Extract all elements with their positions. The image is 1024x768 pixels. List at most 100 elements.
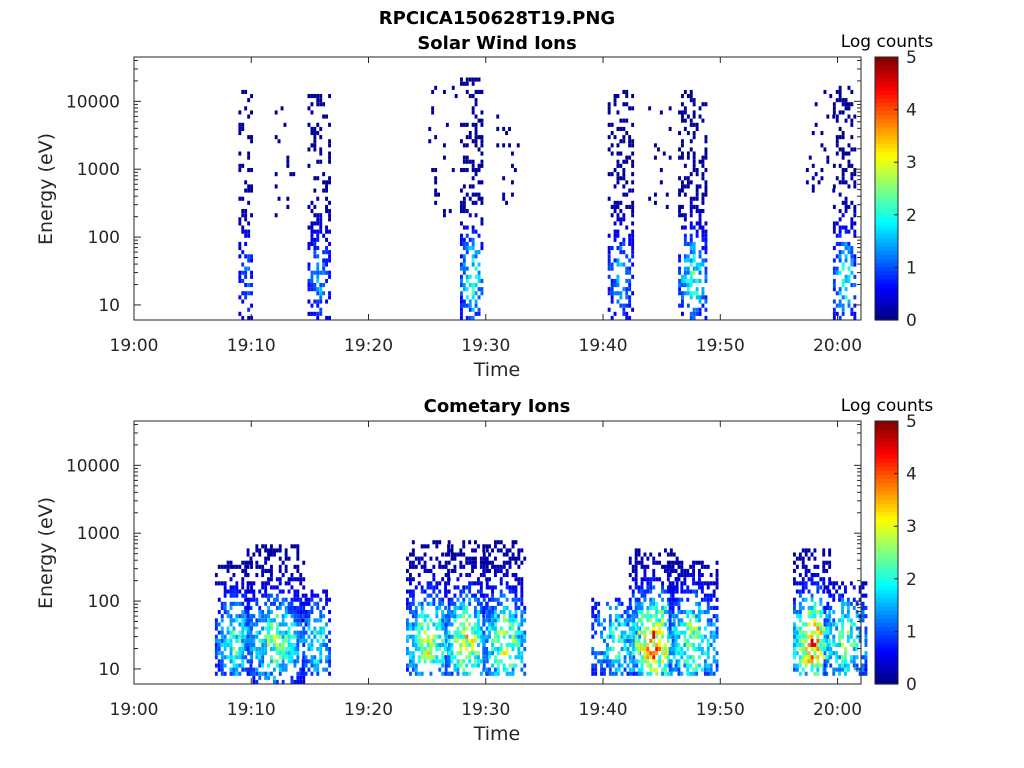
spectrogram-cell [617,667,621,672]
spectrogram-cell [801,577,805,582]
spectrogram-cell [471,626,474,631]
spectrogram-cell [244,597,248,602]
spectrogram-cell [217,597,221,602]
spectrogram-cell [607,262,611,267]
spectrogram-cell [695,262,699,267]
spectrogram-cell [462,614,466,619]
spectrogram-cell [603,638,606,643]
spectrogram-cell [310,659,314,664]
spectrogram-cell [406,568,409,573]
spectrogram-cell [290,622,294,627]
colorbar-segment [875,441,898,447]
spectrogram-cell [316,667,320,672]
spectrogram-cell [447,581,450,586]
spectrogram-cell [795,626,799,631]
spectrogram-cell [619,217,623,222]
spectrogram-cell [832,229,836,234]
spectrogram-cell [686,114,690,119]
colorbar-segment [875,65,898,70]
spectrogram-cell [328,200,331,205]
spectrogram-cell [712,671,716,676]
spectrogram-cell [307,225,311,230]
spectrogram-cell [246,601,250,606]
spectrogram-cell [302,577,306,582]
spectrogram-cell [310,233,314,238]
spectrogram-cell [328,655,331,660]
spectrogram-cell [485,647,489,652]
spectrogram-cell [841,250,845,255]
spectrogram-cell [850,250,854,255]
spectrogram-cell [591,626,595,631]
spectrogram-cell [223,593,227,598]
spectrogram-cell [505,200,508,205]
spectrogram-cell [511,663,515,668]
spectrogram-cell [608,618,612,623]
spectrogram-cell [274,135,278,140]
spectrogram-cell [310,630,314,635]
spectrogram-cell [310,241,314,246]
spectrogram-cell [695,614,698,619]
spectrogram-cell [264,642,268,647]
spectrogram-cell [704,168,708,173]
spectrogram-cell [465,278,469,283]
spectrogram-cell [849,655,853,660]
spectrogram-cell [513,168,517,173]
spectrogram-cell [698,605,701,610]
spectrogram-cell [496,671,500,676]
spectrogram-cell [477,626,480,631]
spectrogram-cell [270,626,273,631]
spectrogram-cell [804,671,808,676]
spectrogram-cell [474,299,478,304]
spectrogram-cell [838,315,842,320]
spectrogram-cell [244,626,248,631]
spectrogram-cell [671,560,675,565]
spectrogram-cell [631,237,635,242]
spectrogram-cell [313,246,317,251]
spectrogram-cell [829,626,833,631]
spectrogram-cell [655,642,659,647]
spectrogram-cell [278,651,282,656]
spectrogram-cell [417,671,421,676]
spectrogram-cell [406,626,409,631]
spectrogram-cell [677,630,681,635]
spectrogram-cell [701,233,705,238]
spectrogram-cell [683,634,687,639]
spectrogram-cell [319,287,323,292]
spectrogram-cell [613,204,617,209]
colorbar-segment [875,151,898,157]
spectrogram-cell [450,655,454,660]
spectrogram-cell [261,593,265,598]
spectrogram-cell [229,671,233,676]
spectrogram-cell [709,597,713,602]
spectrogram-cell [465,287,469,292]
spectrogram-cell [704,233,708,238]
spectrogram-cell [686,283,690,288]
spectrogram-cell [689,274,693,279]
spectrogram-cell [614,605,618,610]
spectrogram-cell [244,593,248,598]
spectrogram-cell [255,651,259,656]
spectrogram-cell [622,102,626,107]
spectrogram-cell [695,192,699,197]
spectrogram-cell [450,651,454,656]
spectrogram-cell [617,634,621,639]
spectrogram-cell [864,671,868,676]
spectrogram-cell [698,262,702,267]
spectrogram-cell [813,573,817,578]
spectrogram-cell [278,663,282,668]
spectrogram-cell [617,659,621,664]
spectrogram-cell [861,593,865,598]
spectrogram-cell [511,151,514,156]
spectrogram-cell [640,622,644,627]
spectrogram-cell [846,667,850,672]
spectrogram-cell [683,573,687,578]
spectrogram-cell [677,564,681,569]
spectrogram-cell [838,258,842,263]
spectrogram-cell [435,614,439,619]
spectrogram-cell [591,647,595,652]
spectrogram-cell [709,667,713,672]
spectrogram-cell [838,250,842,255]
spectrogram-cell [610,213,614,218]
spectrogram-cell [793,651,796,656]
spectrogram-cell [247,307,251,312]
